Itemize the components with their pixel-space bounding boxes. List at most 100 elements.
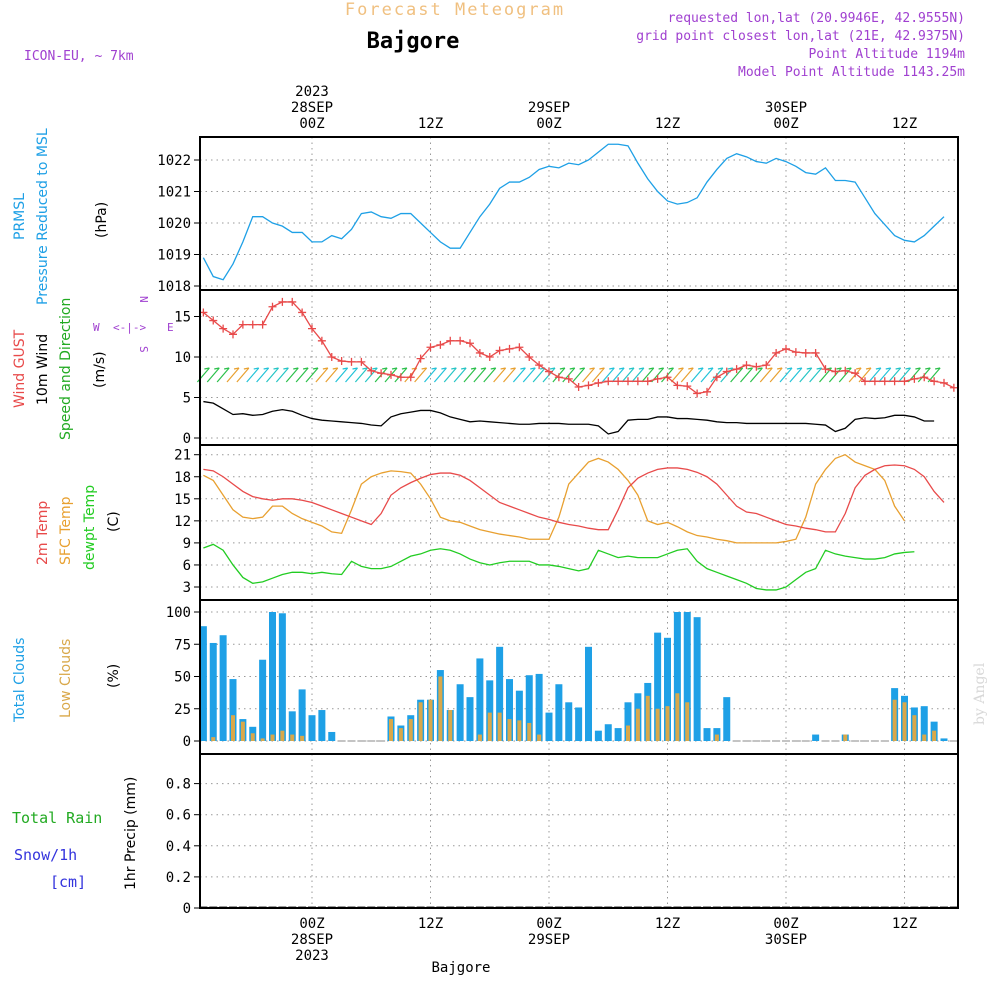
- bar-low-cloud: [448, 710, 453, 741]
- bar-total-cloud: [199, 626, 207, 741]
- wind-barb-flag: [214, 367, 220, 370]
- model-altitude: Model Point Altitude 1143.25m: [738, 65, 965, 80]
- x-top-label: 29SEP: [528, 100, 570, 116]
- gust-marker: [851, 369, 860, 378]
- wind-barb: [275, 367, 289, 383]
- wind-barb: [878, 367, 892, 383]
- gust-marker: [861, 377, 869, 386]
- wind-barb: [621, 367, 635, 383]
- wind-barb-flag: [777, 367, 783, 370]
- wind-barb: [670, 367, 684, 383]
- bar-low-cloud: [260, 738, 265, 741]
- wind-barb: [730, 367, 744, 383]
- bar-total-cloud: [535, 673, 543, 741]
- wind-barb-flag: [935, 367, 941, 370]
- gust-marker: [673, 381, 682, 390]
- credit-watermark: by Angel: [972, 662, 988, 725]
- y-tick-label: 0.4: [166, 839, 191, 855]
- bar-low-cloud: [655, 708, 660, 741]
- wind-barb-flag: [243, 367, 249, 370]
- wind-barb-flag: [915, 367, 921, 370]
- bar-low-cloud: [517, 720, 522, 741]
- gust-marker: [288, 297, 297, 306]
- bar-total-cloud: [920, 706, 928, 741]
- wind-barb: [532, 367, 546, 383]
- data-layer: [196, 143, 958, 908]
- temp-unit: (C): [106, 511, 122, 532]
- bar-low-cloud: [665, 706, 670, 741]
- wind-barb-flag: [875, 367, 881, 370]
- wind-barb: [611, 367, 625, 383]
- gust-marker: [782, 344, 790, 353]
- wind-barb: [236, 367, 250, 383]
- y-tick-label: 1020: [157, 216, 191, 232]
- gust-marker: [308, 324, 316, 333]
- gust-marker: [614, 377, 623, 386]
- wind-barb-flag: [431, 367, 437, 370]
- wind-unit: (m/s): [92, 351, 108, 388]
- gust-marker: [258, 320, 267, 329]
- gust-marker: [910, 374, 919, 383]
- wind-barb-flag: [342, 367, 348, 370]
- gust-marker: [248, 320, 257, 329]
- pressure-label-prmsl: PRMSL: [12, 193, 28, 240]
- gust-marker: [930, 377, 939, 386]
- gust-marker: [742, 361, 751, 370]
- wind-barb: [503, 367, 516, 383]
- wind-barb: [779, 367, 793, 383]
- wind-barb: [354, 367, 368, 383]
- wind-barb-flag: [856, 367, 862, 370]
- bar-total-cloud: [288, 711, 296, 741]
- gust-marker: [841, 366, 850, 375]
- wind-barb: [414, 367, 428, 383]
- gust-marker: [298, 308, 307, 317]
- bar-total-cloud: [664, 637, 671, 741]
- wind-barb: [591, 367, 605, 383]
- wind-barb: [493, 367, 507, 383]
- wind-barb: [473, 367, 487, 383]
- gust-marker: [347, 357, 356, 366]
- wind-barb: [256, 367, 270, 383]
- gust-marker: [900, 377, 909, 386]
- wind-barb-flag: [253, 367, 259, 370]
- x-bottom-label: 00Z: [299, 916, 324, 932]
- y-tick-label: 0.6: [166, 808, 191, 824]
- wind-barb: [443, 367, 457, 383]
- wind-barb-flag: [224, 367, 230, 370]
- wind-barb-flag: [836, 367, 842, 370]
- bar-total-cloud: [940, 738, 948, 741]
- wind-barb: [799, 367, 813, 383]
- gust-marker: [396, 373, 405, 382]
- wind-barb-flag: [520, 367, 526, 370]
- bar-low-cloud: [398, 728, 403, 741]
- wind-barb-flag: [786, 367, 793, 370]
- y-tick-label: 0.8: [166, 777, 191, 793]
- wind-barb-flag: [599, 367, 605, 370]
- wind-barb: [740, 367, 753, 383]
- bar-total-cloud: [723, 697, 731, 741]
- gust-marker: [574, 382, 583, 391]
- wind-barb-flag: [421, 367, 427, 370]
- gust-marker: [554, 373, 563, 382]
- gust-marker: [317, 336, 326, 345]
- wind-barb: [749, 367, 763, 383]
- bar-total-cloud: [466, 697, 474, 741]
- wind-barb-flag: [806, 367, 812, 370]
- wind-barb: [226, 367, 240, 383]
- cloud-total-label: Total Clouds: [12, 638, 28, 723]
- gust-marker: [772, 348, 781, 357]
- gust-marker: [357, 357, 366, 366]
- gust-marker: [545, 367, 553, 376]
- wind-barb-flag: [322, 367, 328, 370]
- wind-barb: [216, 367, 230, 383]
- gust-marker: [515, 343, 524, 352]
- wind-barb-flag: [885, 367, 891, 370]
- wind-barb: [690, 367, 704, 383]
- bar-low-cloud: [892, 699, 897, 741]
- bar-total-cloud: [318, 710, 326, 741]
- bar-low-cloud: [626, 725, 630, 741]
- bar-total-cloud: [624, 702, 632, 741]
- gust-marker: [209, 316, 218, 325]
- gust-marker: [653, 374, 662, 383]
- wind-barb-flag: [352, 367, 358, 370]
